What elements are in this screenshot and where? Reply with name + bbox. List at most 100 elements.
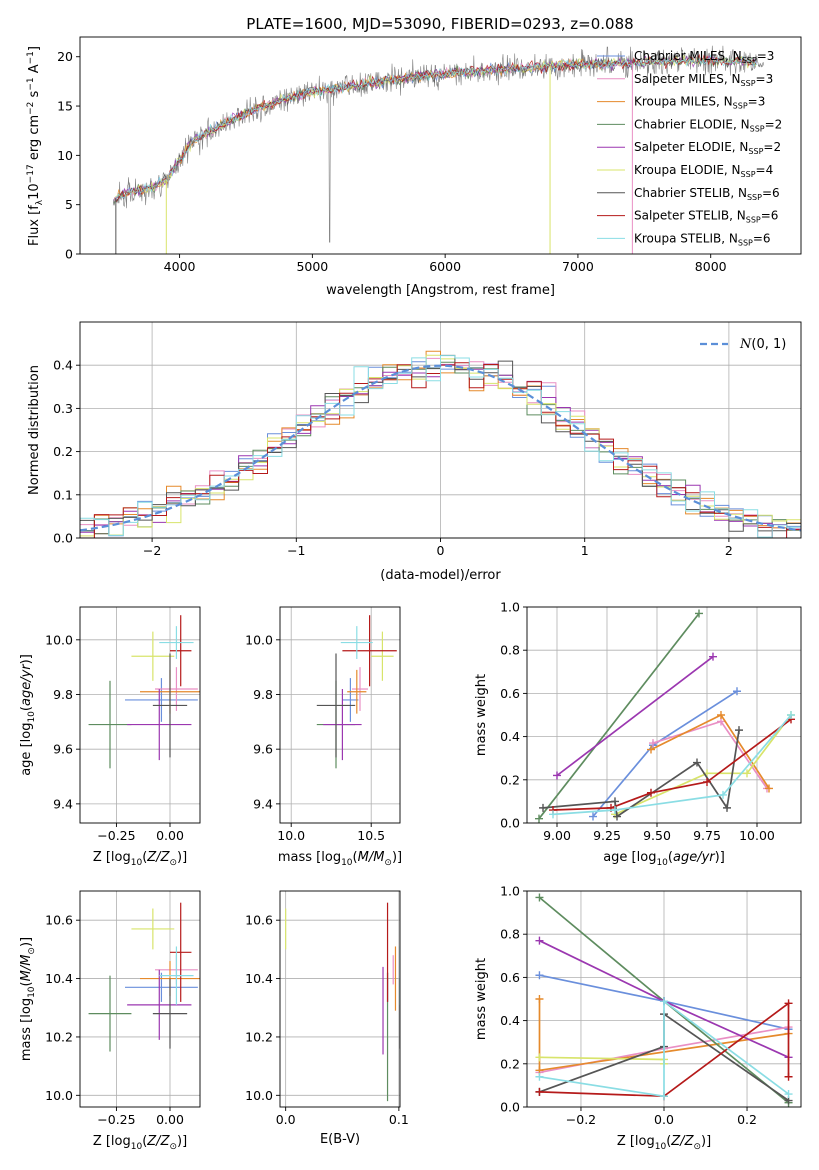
weight-point-marker xyxy=(535,995,544,1003)
weight-series-line xyxy=(556,656,714,777)
x-tick-label: 7000 xyxy=(562,259,594,274)
y-axis-label: Normed distribution xyxy=(27,365,42,495)
y-tick-label: 0.0 xyxy=(53,531,73,546)
y-tick-label: 0.6 xyxy=(500,970,520,985)
spectrum-panel: 4000 5000 6000 7000 8000 0 5 10 15 20 wavelength [… xyxy=(26,36,802,298)
weight-point-marker xyxy=(743,769,751,778)
age-weight-panel-marks xyxy=(535,609,795,823)
x-tick-label: 1 xyxy=(581,543,589,558)
weight-point-marker xyxy=(703,777,711,786)
weight-point-marker xyxy=(647,745,655,754)
x-tick-label: 6000 xyxy=(429,259,461,274)
weight-point-marker xyxy=(735,726,743,735)
spectrum-panel-marks xyxy=(112,45,765,254)
residual-panel-axes: −2 −1 0 1 2 0.0 0.1 0.2 0.3 0.4 (data-model)/error… xyxy=(27,321,802,583)
y-tick-label: 0.0 xyxy=(500,1100,520,1115)
x-tick-label: 9.25 xyxy=(593,828,621,843)
z-age-panel-marks xyxy=(88,615,200,769)
x-tick-label: −0.25 xyxy=(97,828,135,843)
weight-point-marker xyxy=(553,771,561,780)
y-tick-label: 10.6 xyxy=(245,913,273,928)
weight-series-line xyxy=(552,714,792,816)
x-tick-label: 0.0 xyxy=(654,1112,674,1127)
x-axis-label: Z [log10(Z/Z⊙)] xyxy=(617,1134,711,1152)
legend-entry: Kroupa ELODIE, NSSP=4 xyxy=(634,163,773,179)
y-tick-label: 0.8 xyxy=(500,927,520,942)
z-age-panel: −0.25 0.00 9.4 9.6 9.8 10.0 Z [log10(Z/Z⊙)] age… xyxy=(19,606,201,868)
y-tick-label: 0.4 xyxy=(500,729,520,744)
axes-frame xyxy=(79,606,201,824)
weight-series-line xyxy=(652,720,768,789)
y-tick-label: 0.2 xyxy=(53,444,73,459)
weight-series-line xyxy=(650,713,770,789)
x-tick-label: −1 xyxy=(287,543,305,558)
weight-point-marker xyxy=(589,812,597,821)
z-weight-panel-marks xyxy=(535,893,793,1107)
y-tick-label: 0.2 xyxy=(500,1056,520,1071)
x-tick-label: 0.1 xyxy=(389,1112,409,1127)
x-tick-label: −0.2 xyxy=(566,1112,596,1127)
ebv-mass-panel: 0.0 0.1 10.0 10.2 10.4 10.6 E(B-V) xyxy=(245,890,409,1147)
y-tick-label: 10.2 xyxy=(245,1029,273,1044)
weight-point-marker xyxy=(649,739,657,748)
y-tick-label: 0.2 xyxy=(500,772,520,787)
weight-series-line xyxy=(539,999,790,1098)
z-age-panel-axes: −0.25 0.00 9.4 9.6 9.8 10.0 Z [log10(Z/Z⊙)] age… xyxy=(19,606,201,868)
model-spectrum-line xyxy=(114,55,757,198)
y-axis-label: mass [log10(M/M⊙)] xyxy=(19,937,37,1061)
y-tick-label: 9.4 xyxy=(53,796,73,811)
spectrum-panel-axes: 4000 5000 6000 7000 8000 0 5 10 15 20 wavelength [… xyxy=(26,36,802,298)
legend-entry: Kroupa STELIB, NSSP=6 xyxy=(634,231,771,247)
y-tick-label: 15 xyxy=(57,99,73,114)
spectrum-legend: Chabrier MILES, NSSP=3 Salpeter MILES, NS… xyxy=(597,49,782,247)
mass-age-panel-marks xyxy=(316,615,397,769)
y-axis-label: Flux [fλ10−17 erg cm−2 s−1 A−1] xyxy=(26,46,45,246)
y-axis-label: age [log10(age/yr)] xyxy=(19,654,37,776)
x-tick-label: 9.00 xyxy=(543,828,571,843)
x-tick-label: 4000 xyxy=(164,259,196,274)
x-tick-label: 10.00 xyxy=(739,828,775,843)
z-weight-panel-axes: −0.2 0.0 0.2 0.0 0.2 0.4 0.6 0.8 1.0 mass weight Z… xyxy=(474,884,802,1152)
y-tick-label: 10.0 xyxy=(45,632,73,647)
x-tick-label: 0.00 xyxy=(156,828,184,843)
observed-spectrum-line xyxy=(112,45,765,243)
weight-series-line xyxy=(542,729,740,818)
weight-point-marker xyxy=(733,687,741,696)
axes-frame xyxy=(279,606,401,824)
x-tick-label: 9.75 xyxy=(693,828,721,843)
legend-entry: Salpeter MILES, NSSP=3 xyxy=(634,72,773,88)
model-spectrum-line xyxy=(115,54,757,202)
legend-entry: Salpeter ELODIE, NSSP=2 xyxy=(634,140,781,156)
weight-point-marker xyxy=(695,609,703,618)
legend-entry: Chabrier ELODIE, NSSP=2 xyxy=(634,117,782,133)
x-axis-label: Z [log10(Z/Z⊙)] xyxy=(93,850,187,868)
y-tick-label: 10.0 xyxy=(245,632,273,647)
weight-point-marker xyxy=(535,814,543,823)
weight-point-marker xyxy=(693,758,701,767)
weight-point-marker xyxy=(723,803,731,812)
weight-point-marker xyxy=(535,893,544,902)
y-tick-label: 1.0 xyxy=(500,884,520,899)
x-axis-label: wavelength [Angstrom, rest frame] xyxy=(326,283,555,298)
normal-curve-line xyxy=(80,364,801,532)
weight-series-line xyxy=(614,714,792,816)
y-tick-label: 10.4 xyxy=(45,971,73,986)
legend-entry: Salpeter STELIB, NSSP=6 xyxy=(634,209,778,225)
x-tick-label: 10.5 xyxy=(357,828,385,843)
legend-entry: Kroupa MILES, NSSP=3 xyxy=(634,95,765,111)
x-tick-label: 0.00 xyxy=(156,1112,184,1127)
weight-point-marker xyxy=(611,806,619,815)
x-tick-label: 0.2 xyxy=(737,1112,757,1127)
weight-point-marker xyxy=(784,1090,793,1099)
z-mass-panel-axes: −0.25 0.00 10.0 10.2 10.4 10.6 Z [log10(Z/Z⊙)]… xyxy=(19,890,201,1152)
y-axis-label: mass weight xyxy=(474,958,489,1040)
x-tick-label: 0.0 xyxy=(276,1112,296,1127)
residual-panel-marks xyxy=(80,350,801,538)
x-axis-label: (data-model)/error xyxy=(380,568,501,583)
model-spectrum-line xyxy=(115,53,757,203)
axes-frame xyxy=(279,890,401,1108)
y-tick-label: 10 xyxy=(57,148,73,163)
y-tick-label: 10.0 xyxy=(245,1088,273,1103)
z-mass-panel: −0.25 0.00 10.0 10.2 10.4 10.6 Z [log10(Z/Z⊙)]… xyxy=(19,890,201,1152)
